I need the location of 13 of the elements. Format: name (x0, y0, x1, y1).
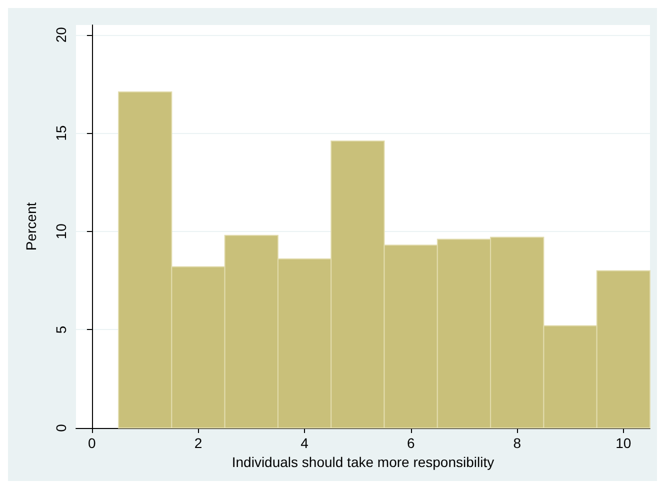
x-axis-title: Individuals should take more responsibility (232, 454, 494, 470)
y-tick-label: 15 (53, 125, 69, 141)
x-tick-label: 4 (300, 435, 309, 451)
x-tick-label: 8 (513, 435, 522, 451)
y-tick-label: 20 (53, 26, 69, 43)
x-tick-label: 2 (194, 435, 202, 451)
y-axis-title: Percent (23, 202, 39, 251)
x-tick-label: 0 (88, 435, 96, 451)
y-tick-label: 5 (53, 326, 69, 334)
y-tick-label: 0 (53, 424, 69, 432)
x-tick-label: 6 (406, 435, 415, 451)
x-tick-label: 10 (616, 435, 632, 451)
y-tick-label: 10 (53, 223, 69, 240)
